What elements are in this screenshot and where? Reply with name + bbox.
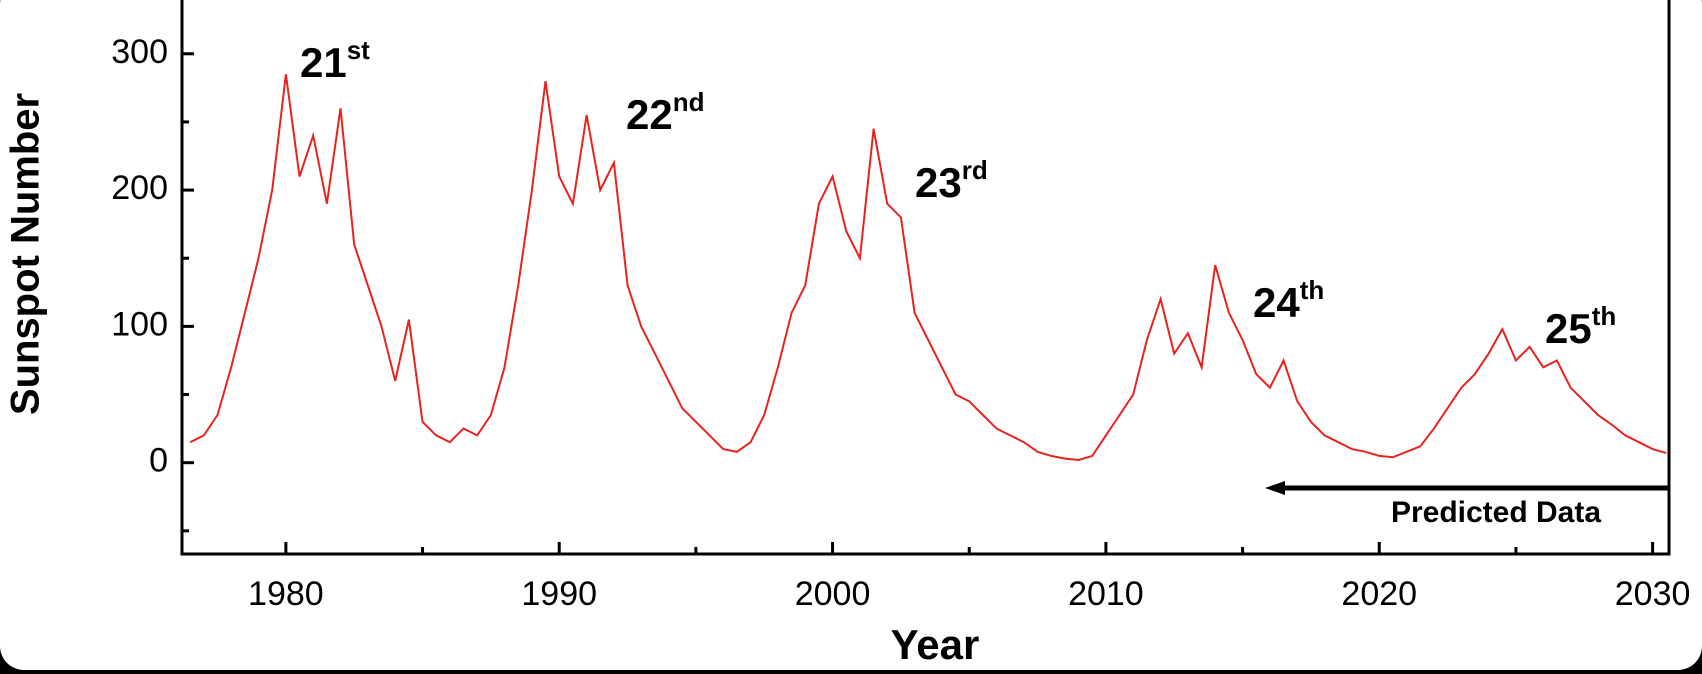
x-axis-title: Year [891,621,980,668]
y-tick-label: 100 [111,305,168,343]
arrow-head [1265,481,1285,495]
cycle-suffix: rd [962,155,988,185]
cycle-suffix: th [1300,275,1325,305]
cycle-suffix: nd [673,87,705,117]
cycle-number: 21 [300,39,347,86]
cycle-suffix: th [1592,301,1617,331]
cycle-number: 23 [915,159,962,206]
x-tick-label: 1980 [248,575,324,613]
cycle-number: 24 [1253,279,1300,326]
cycle-number: 25 [1545,305,1592,352]
cycle-label: 24th [1253,275,1324,326]
x-tick-label: 2030 [1615,575,1691,613]
y-tick-label: 300 [111,33,168,71]
plot-frame [180,0,1671,556]
y-tick-label: 200 [111,169,168,207]
x-tick-label: 2020 [1341,575,1417,613]
cycle-number: 22 [626,91,673,138]
x-tick-label: 2000 [795,575,871,613]
cycle-label: 21st [300,35,370,86]
cycle-label: 25th [1545,301,1616,352]
y-axis-title: Sunspot Number [4,93,48,415]
y-tick-label: 0 [149,442,168,480]
cycle-suffix: st [347,35,370,65]
cycle-label: 23rd [915,155,988,206]
series-line [189,74,1667,462]
predicted-label: Predicted Data [1391,496,1601,529]
cycle-label: 22nd [626,87,704,138]
x-tick-label: 1990 [521,575,597,613]
x-tick-label: 2010 [1068,575,1144,613]
